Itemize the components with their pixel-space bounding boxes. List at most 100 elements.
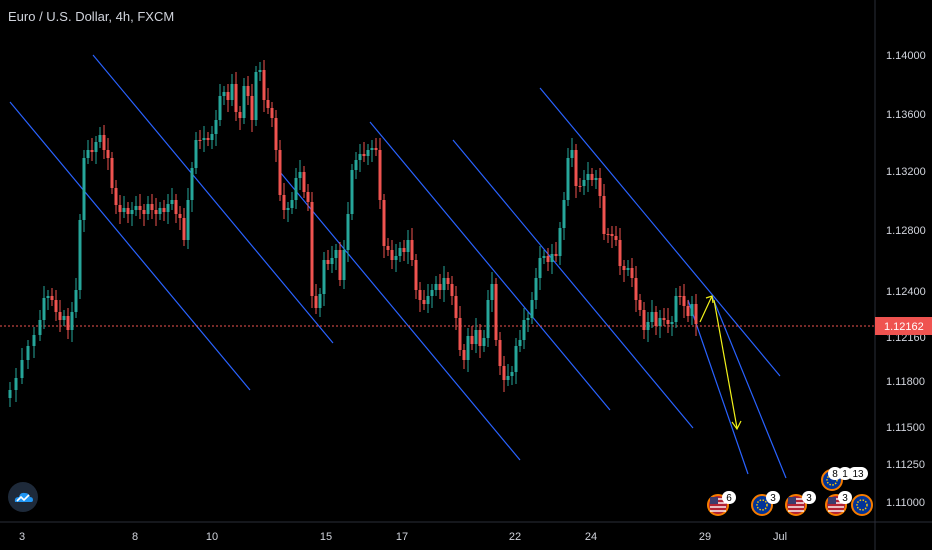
event-count-badge[interactable]: 13 xyxy=(848,467,868,480)
candle-up xyxy=(218,96,222,120)
event-count-badge[interactable]: 1 xyxy=(838,467,852,480)
candle-down xyxy=(622,266,626,270)
projection-down-arrowhead xyxy=(731,420,742,431)
candle-down xyxy=(378,150,382,200)
candle-up xyxy=(626,268,630,270)
candle-down xyxy=(90,150,94,152)
candle-up xyxy=(658,318,662,326)
candle-down xyxy=(262,70,266,100)
candle-down xyxy=(362,154,366,156)
candle-up xyxy=(354,160,358,170)
candle-down xyxy=(382,200,386,246)
candle-up xyxy=(258,70,262,72)
channel-line xyxy=(9,101,251,391)
event-count-badge[interactable]: 3 xyxy=(766,491,780,504)
candle-up xyxy=(350,170,354,214)
candle-up xyxy=(550,254,554,262)
channel-line xyxy=(452,139,694,429)
candle-up xyxy=(86,150,90,158)
eu-event-flag-icon[interactable] xyxy=(851,494,873,516)
candle-down xyxy=(102,135,106,150)
tradingview-logo[interactable] xyxy=(8,482,38,512)
candle-down xyxy=(610,234,614,236)
price-axis-tick: 1.12800 xyxy=(886,225,926,237)
candle-down xyxy=(614,236,618,240)
candle-up xyxy=(594,178,598,180)
candle-down xyxy=(498,340,502,366)
candle-up xyxy=(20,360,24,378)
candle-down xyxy=(50,296,54,300)
time-axis-tick: 3 xyxy=(19,531,25,543)
candle-up xyxy=(26,346,30,360)
price-axis-tick: 1.11000 xyxy=(886,497,925,509)
event-count-text: 3 xyxy=(842,493,848,504)
candle-down xyxy=(114,188,118,205)
candle-down xyxy=(642,310,646,330)
candle-up xyxy=(322,260,326,294)
candle-down xyxy=(314,296,318,308)
candle-down xyxy=(266,100,270,108)
candle-up xyxy=(294,178,298,200)
candle-down xyxy=(150,204,154,210)
candle-up xyxy=(346,214,350,250)
projection-up-arrowhead xyxy=(705,295,714,304)
candle-down xyxy=(450,284,454,296)
candle-down xyxy=(66,316,70,330)
candle-down xyxy=(278,150,282,195)
candle-down xyxy=(226,92,230,100)
event-count-text: 8 xyxy=(832,469,838,480)
candle-up xyxy=(286,208,290,210)
candle-up xyxy=(334,250,338,258)
time-axis-tick: 15 xyxy=(320,531,332,543)
candle-down xyxy=(154,210,158,214)
candle-down xyxy=(494,284,498,340)
event-count-badge[interactable]: 8 xyxy=(828,467,842,480)
price-axis-tick: 1.11800 xyxy=(886,376,925,388)
price-axis-tick: 1.14000 xyxy=(886,50,926,62)
candle-up xyxy=(490,284,494,300)
candle-up xyxy=(190,168,194,200)
candle-down xyxy=(138,206,142,210)
event-count-badge[interactable]: 3 xyxy=(838,491,852,504)
event-badges[interactable]: 6 3 3 3 8 1 13 xyxy=(707,467,873,516)
candle-up xyxy=(366,150,370,156)
candle-up xyxy=(562,200,566,228)
candle-down xyxy=(458,318,462,350)
event-count-text: 1 xyxy=(842,469,848,480)
candle-down xyxy=(666,320,670,324)
candle-down xyxy=(502,366,506,380)
candle-up xyxy=(342,250,346,280)
candle-up xyxy=(290,200,294,208)
candle-down xyxy=(602,196,606,234)
channel-lines xyxy=(9,54,787,479)
candle-up xyxy=(442,278,446,290)
candle-up xyxy=(166,204,170,212)
candle-up xyxy=(42,298,46,320)
candle-down xyxy=(142,210,146,214)
candle-down xyxy=(198,140,202,141)
candle-up xyxy=(62,316,66,320)
candle-down xyxy=(630,268,634,278)
candle-up xyxy=(122,208,126,212)
candle-up xyxy=(434,284,438,290)
candle-up xyxy=(474,330,478,344)
candle-up xyxy=(82,158,86,220)
candle-down xyxy=(578,186,582,187)
channel-line xyxy=(279,171,521,461)
event-count-badge[interactable]: 6 xyxy=(722,491,736,504)
candle-down xyxy=(678,296,682,297)
time-axis-tick: 8 xyxy=(132,531,138,543)
candle-up xyxy=(254,72,258,120)
event-count-text: 6 xyxy=(726,493,732,504)
candle-up xyxy=(510,372,514,376)
candle-up xyxy=(222,92,226,96)
candle-down xyxy=(598,178,602,196)
candle-down xyxy=(438,284,442,290)
candle-down xyxy=(654,312,658,326)
candle-down xyxy=(634,278,638,300)
us-event-flag-icon[interactable] xyxy=(785,494,807,516)
candle-down xyxy=(182,218,186,240)
candle-up xyxy=(406,240,410,252)
event-count-badge[interactable]: 3 xyxy=(802,491,816,504)
